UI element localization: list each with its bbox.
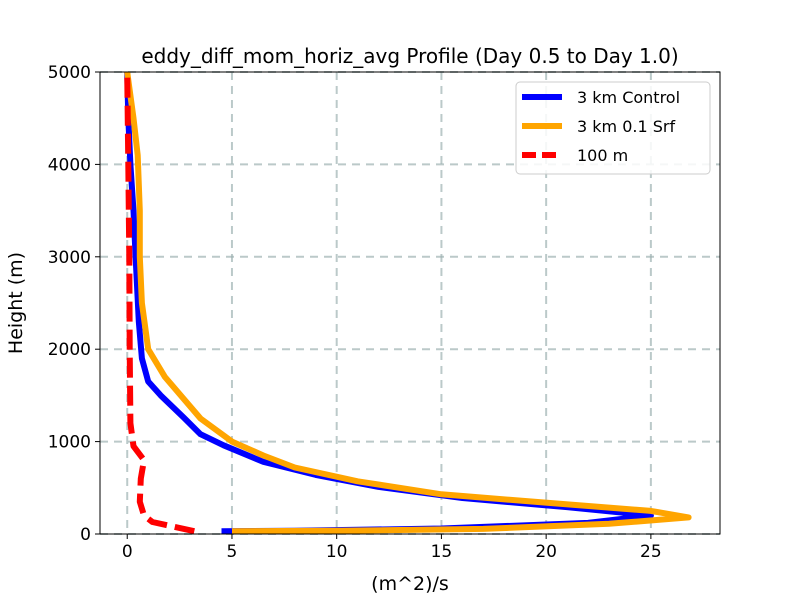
legend-box xyxy=(515,81,711,175)
y-tick-label: 2000 xyxy=(48,340,91,360)
x-tick-label: 5 xyxy=(227,542,238,562)
series-lines xyxy=(124,71,692,535)
x-tick-label: 0 xyxy=(122,542,133,562)
series-line-2 xyxy=(124,71,692,535)
series-line-3 xyxy=(124,71,195,535)
y-axis-label: Height (m) xyxy=(5,252,27,354)
y-tick-label: 1000 xyxy=(48,433,91,453)
legend-label-2: 3 km 0.1 Srf xyxy=(577,117,675,136)
legend-label-1: 3 km Control xyxy=(577,88,680,107)
y-tick-label: 0 xyxy=(80,525,91,545)
legend-label-3: 100 m xyxy=(577,146,628,165)
y-tick-label: 4000 xyxy=(48,155,91,175)
legend: 3 km Control 3 km 0.1 Srf 100 m xyxy=(515,81,711,175)
x-axis-ticks: 0 5 10 15 20 25 xyxy=(122,534,662,562)
x-tick-label: 25 xyxy=(640,542,662,562)
plot-frame xyxy=(99,71,721,535)
x-tick-label: 10 xyxy=(326,542,348,562)
chart-title: eddy_diff_mom_horiz_avg Profile (Day 0.5… xyxy=(141,44,678,68)
y-tick-label: 5000 xyxy=(48,63,91,83)
x-tick-label: 15 xyxy=(431,542,453,562)
x-axis-label: (m^2)/s xyxy=(371,573,449,595)
series-line-1 xyxy=(124,71,654,535)
y-tick-label: 3000 xyxy=(48,248,91,268)
y-axis-ticks: 0 1000 2000 3000 4000 5000 xyxy=(48,63,100,545)
x-tick-label: 20 xyxy=(535,542,557,562)
